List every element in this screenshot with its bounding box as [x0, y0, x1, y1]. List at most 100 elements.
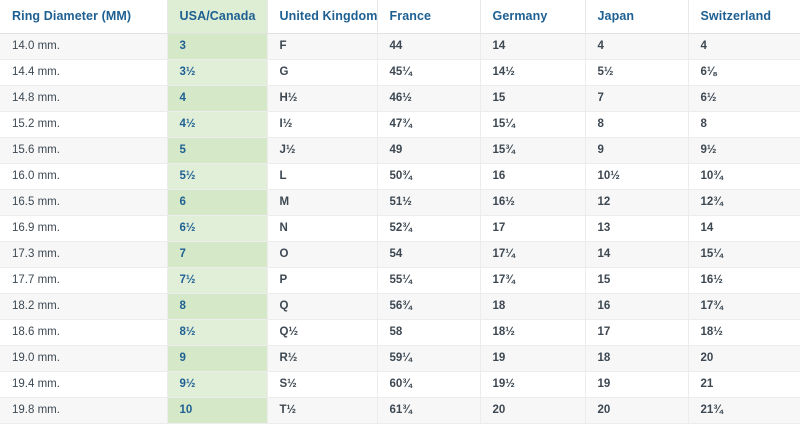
table-row: 18.6 mm. 8½ Q½ 58 18½ 17 18½: [0, 319, 800, 346]
cell-switzerland: 14: [688, 215, 800, 242]
cell-diameter: 16.0 mm.: [0, 163, 168, 190]
table-row: 14.4 mm. 3½ G 45¼ 14½ 5½ 6⅛: [0, 59, 800, 86]
cell-germany: 16½: [480, 189, 586, 216]
cell-japan: 9: [585, 137, 689, 164]
cell-japan: 12: [585, 189, 689, 216]
cell-france: 60¾: [377, 371, 481, 398]
cell-france: 56¾: [377, 293, 481, 320]
cell-france: 50¾: [377, 163, 481, 190]
column-header-germany: Germany: [480, 0, 586, 34]
cell-japan: 8: [585, 111, 689, 138]
cell-japan: 15: [585, 267, 689, 294]
table-row: 16.5 mm. 6 M 51½ 16½ 12 12¾: [0, 189, 800, 216]
cell-germany: 17¼: [480, 241, 586, 268]
cell-diameter: 17.7 mm.: [0, 267, 168, 294]
table-row: 16.9 mm. 6½ N 52¾ 17 13 14: [0, 215, 800, 242]
cell-usa_canada: 3: [167, 33, 268, 60]
cell-japan: 7: [585, 85, 689, 112]
table-row: 14.0 mm. 3 F 44 14 4 4: [0, 33, 800, 60]
cell-switzerland: 15¼: [688, 241, 800, 268]
cell-germany: 18½: [480, 319, 586, 346]
cell-japan: 4: [585, 33, 689, 60]
table-header-row: Ring Diameter (MM) USA/Canada United Kingd…: [0, 0, 800, 34]
cell-switzerland: 16½: [688, 267, 800, 294]
cell-switzerland: 9½: [688, 137, 800, 164]
cell-usa_canada: 5: [167, 137, 268, 164]
cell-usa_canada: 7: [167, 241, 268, 268]
cell-usa_canada: 6: [167, 189, 268, 216]
cell-france: 59¼: [377, 345, 481, 372]
cell-usa_canada: 8½: [167, 319, 268, 346]
column-header-japan: Japan: [585, 0, 689, 34]
cell-united_kingdom: P: [267, 267, 378, 294]
cell-switzerland: 21: [688, 371, 800, 398]
table-row: 16.0 mm. 5½ L 50¾ 16 10½ 10¾: [0, 163, 800, 190]
cell-united_kingdom: H½: [267, 85, 378, 112]
cell-switzerland: 4: [688, 33, 800, 60]
cell-usa_canada: 4: [167, 85, 268, 112]
cell-diameter: 15.2 mm.: [0, 111, 168, 138]
cell-united_kingdom: M: [267, 189, 378, 216]
cell-switzerland: 10¾: [688, 163, 800, 190]
cell-france: 46½: [377, 85, 481, 112]
cell-united_kingdom: S½: [267, 371, 378, 398]
cell-diameter: 15.6 mm.: [0, 137, 168, 164]
cell-diameter: 14.8 mm.: [0, 85, 168, 112]
table-row: 15.6 mm. 5 J½ 49 15¾ 9 9½: [0, 137, 800, 164]
cell-japan: 17: [585, 319, 689, 346]
column-header-usa_canada: USA/Canada: [167, 0, 268, 34]
cell-france: 54: [377, 241, 481, 268]
table-row: 19.4 mm. 9½ S½ 60¾ 19½ 19 21: [0, 371, 800, 398]
column-header-diameter: Ring Diameter (MM): [0, 0, 168, 34]
cell-germany: 15¼: [480, 111, 586, 138]
cell-germany: 16: [480, 163, 586, 190]
cell-germany: 17: [480, 215, 586, 242]
cell-france: 51½: [377, 189, 481, 216]
table-row: 17.7 mm. 7½ P 55¼ 17¾ 15 16½: [0, 267, 800, 294]
cell-switzerland: 20: [688, 345, 800, 372]
cell-japan: 16: [585, 293, 689, 320]
table-row: 14.8 mm. 4 H½ 46½ 15 7 6½: [0, 85, 800, 112]
cell-diameter: 19.0 mm.: [0, 345, 168, 372]
cell-france: 44: [377, 33, 481, 60]
cell-diameter: 17.3 mm.: [0, 241, 168, 268]
cell-diameter: 14.4 mm.: [0, 59, 168, 86]
cell-diameter: 16.9 mm.: [0, 215, 168, 242]
cell-france: 47¾: [377, 111, 481, 138]
cell-usa_canada: 7½: [167, 267, 268, 294]
cell-usa_canada: 3½: [167, 59, 268, 86]
cell-diameter: 19.4 mm.: [0, 371, 168, 398]
cell-france: 45¼: [377, 59, 481, 86]
table-row: 15.2 mm. 4½ I½ 47¾ 15¼ 8 8: [0, 111, 800, 138]
cell-united_kingdom: G: [267, 59, 378, 86]
table-row: 17.3 mm. 7 O 54 17¼ 14 15¼: [0, 241, 800, 268]
cell-united_kingdom: J½: [267, 137, 378, 164]
cell-switzerland: 8: [688, 111, 800, 138]
cell-france: 52¾: [377, 215, 481, 242]
cell-usa_canada: 8: [167, 293, 268, 320]
cell-germany: 18: [480, 293, 586, 320]
cell-germany: 17¾: [480, 267, 586, 294]
cell-diameter: 18.2 mm.: [0, 293, 168, 320]
cell-united_kingdom: Q: [267, 293, 378, 320]
cell-switzerland: 6½: [688, 85, 800, 112]
column-header-united_kingdom: United Kingdom: [267, 0, 378, 34]
column-header-france: France: [377, 0, 481, 34]
cell-diameter: 14.0 mm.: [0, 33, 168, 60]
cell-united_kingdom: R½: [267, 345, 378, 372]
cell-switzerland: 12¾: [688, 189, 800, 216]
cell-france: 49: [377, 137, 481, 164]
cell-usa_canada: 4½: [167, 111, 268, 138]
cell-germany: 19½: [480, 371, 586, 398]
cell-united_kingdom: I½: [267, 111, 378, 138]
table-row: 19.0 mm. 9 R½ 59¼ 19 18 20: [0, 345, 800, 372]
cell-japan: 14: [585, 241, 689, 268]
cell-japan: 19: [585, 371, 689, 398]
table-body: 14.0 mm. 3 F 44 14 4 4 14.4 mm. 3½ G 45¼ 14½ 5½ 6⅛ 14.…: [0, 33, 800, 424]
cell-united_kingdom: O: [267, 241, 378, 268]
cell-france: 58: [377, 319, 481, 346]
cell-diameter: 16.5 mm.: [0, 189, 168, 216]
cell-usa_canada: 9½: [167, 371, 268, 398]
cell-germany: 15¾: [480, 137, 586, 164]
